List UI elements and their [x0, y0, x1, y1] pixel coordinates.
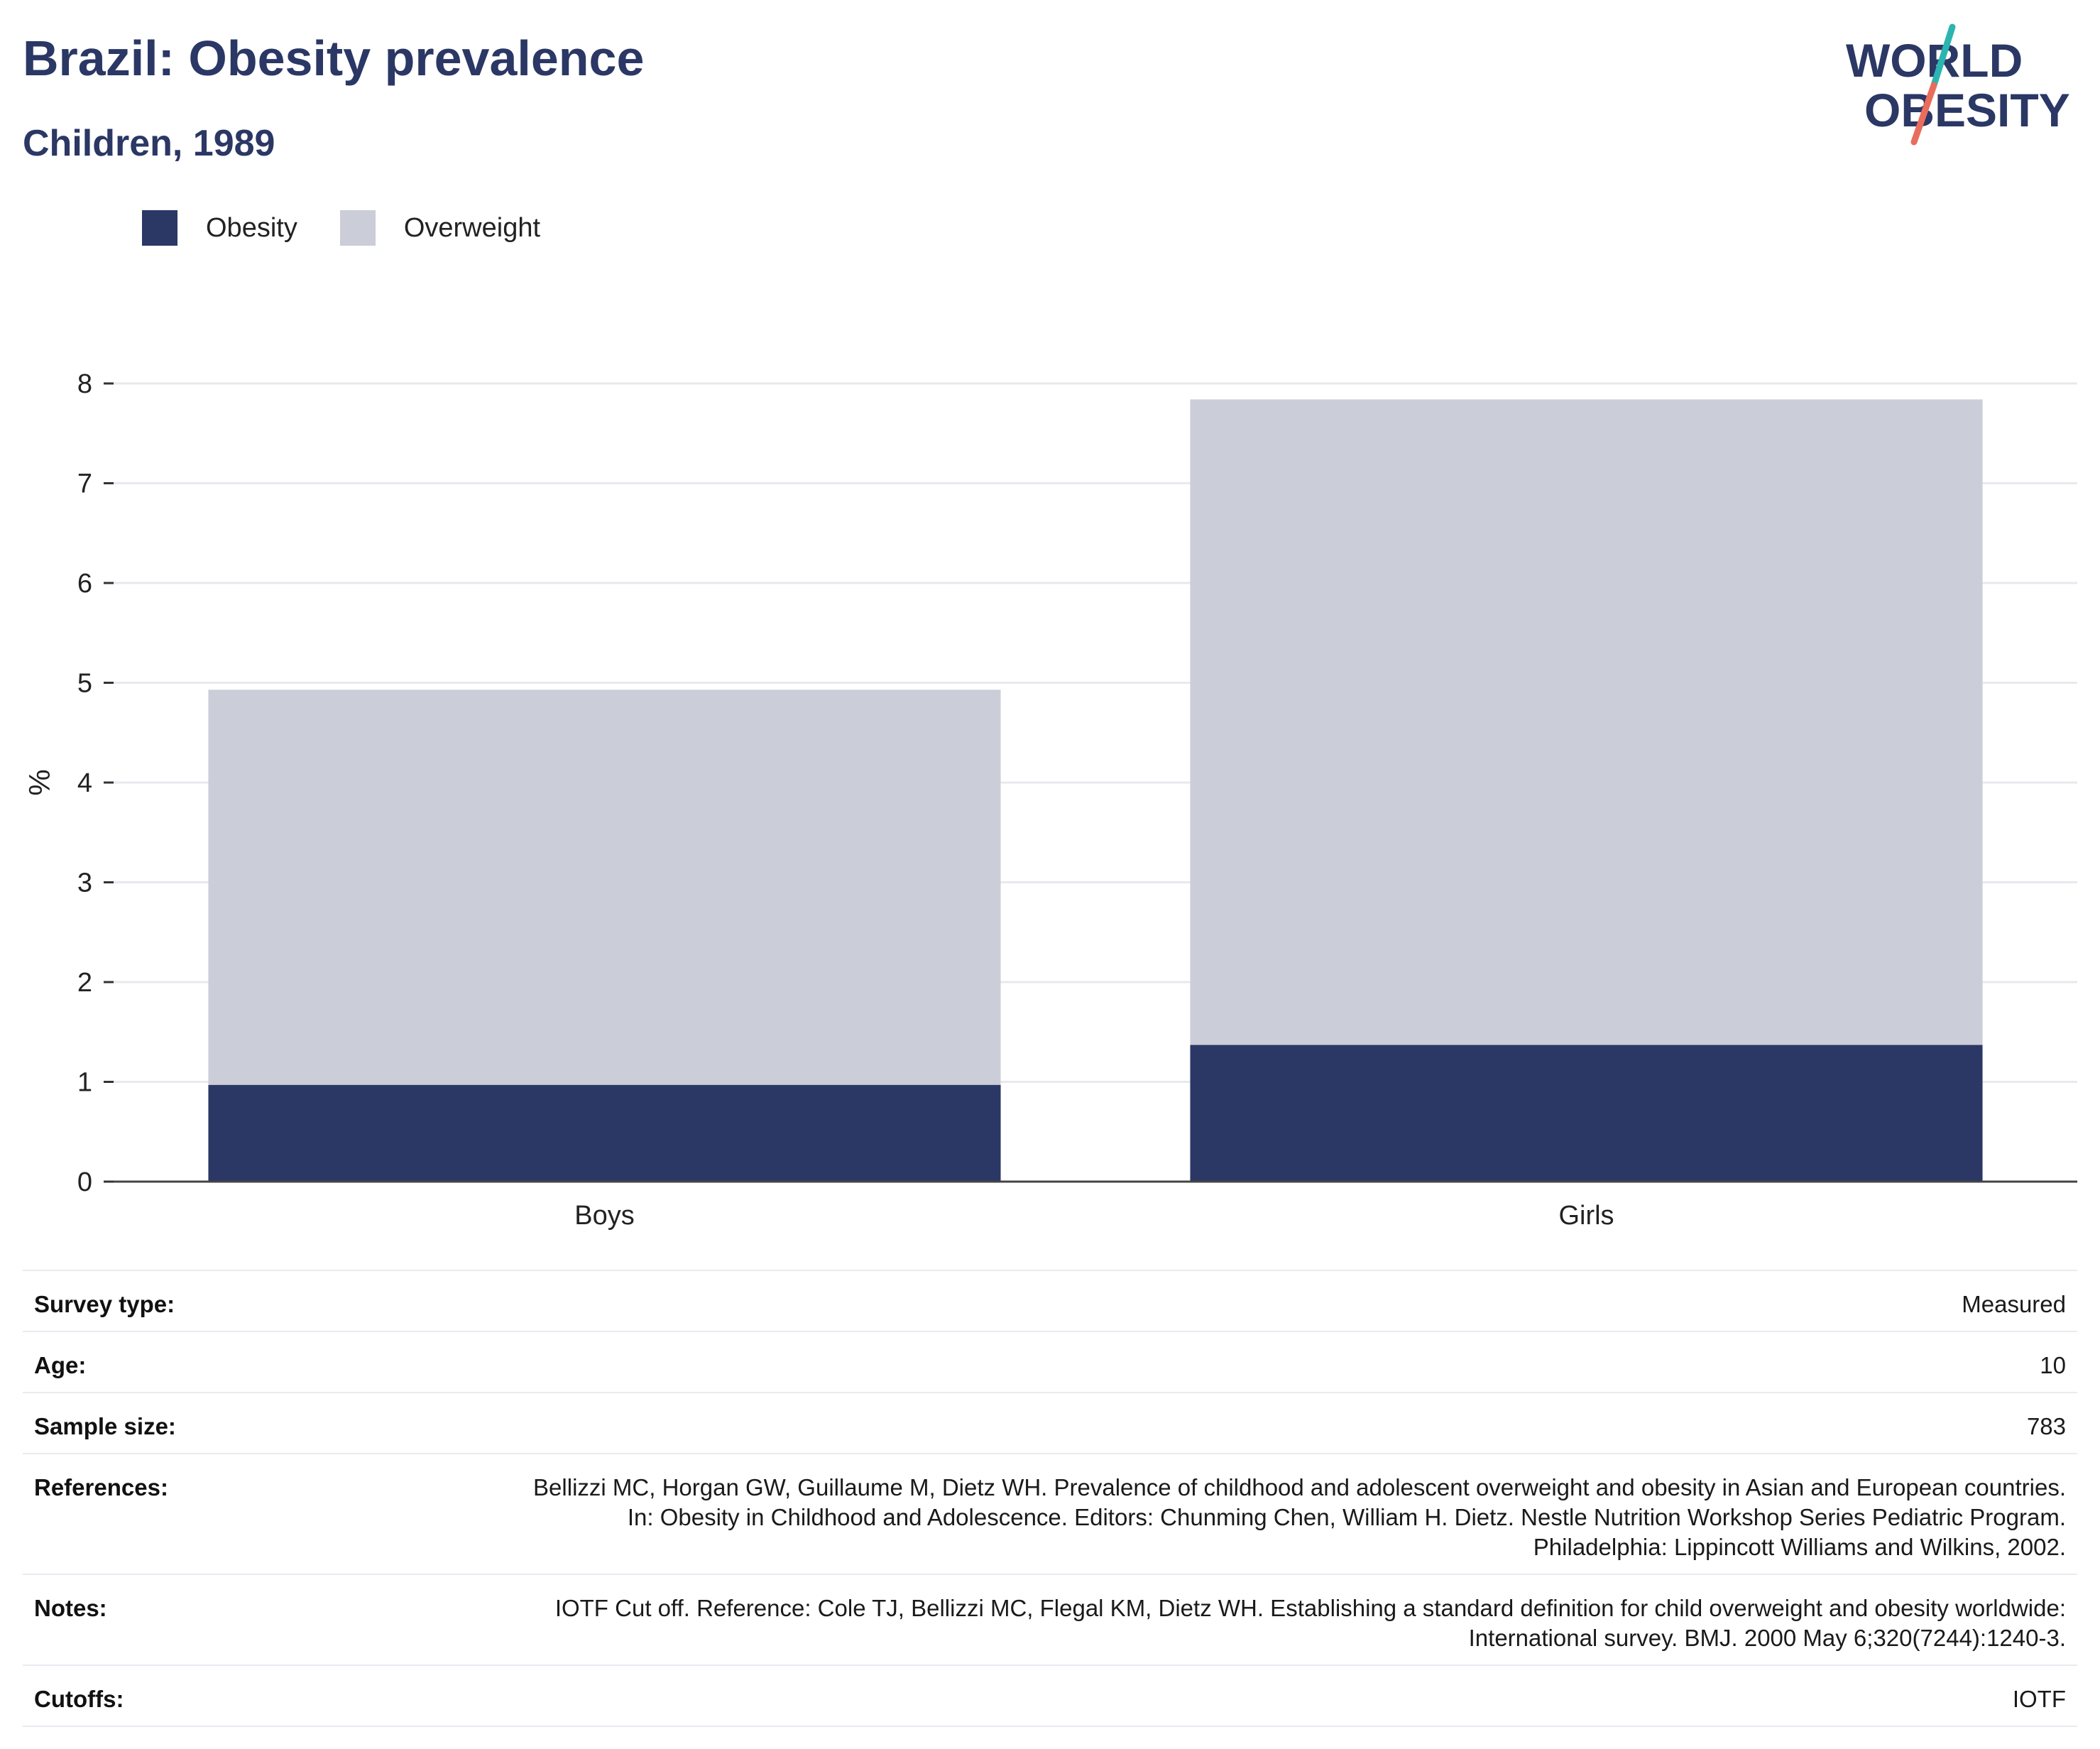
- y-tick-label: 6: [77, 569, 92, 599]
- y-tick-label: 2: [77, 968, 92, 998]
- info-row-notes: Notes: IOTF Cut off. Reference: Cole TJ,…: [23, 1574, 2077, 1665]
- bar-obesity-boys: [208, 1084, 1001, 1182]
- x-tick-label: Girls: [1558, 1201, 1614, 1231]
- info-row-references: References: Bellizzi MC, Horgan GW, Guil…: [23, 1453, 2077, 1574]
- info-value: IOTF: [520, 1664, 2077, 1727]
- logo-slash-coral: [1910, 82, 1937, 146]
- y-tick-label: 5: [77, 669, 92, 699]
- bar-overweight-girls: [1190, 399, 1983, 1045]
- y-tick-label: 7: [77, 469, 92, 499]
- logo-slash-teal: [1930, 23, 1956, 89]
- world-obesity-logo: WORLD OBESITY: [1846, 23, 2070, 146]
- y-tick-label: 3: [77, 868, 92, 898]
- info-row-sample-size: Sample size: 783: [23, 1392, 2077, 1454]
- bar-obesity-girls: [1190, 1045, 1983, 1182]
- chart-legend: Obesity Overweight: [142, 210, 583, 246]
- info-label: Notes:: [23, 1574, 520, 1665]
- info-row-survey-type: Survey type: Measured: [23, 1270, 2077, 1331]
- info-row-cutoffs: Cutoffs: IOTF: [23, 1664, 2077, 1727]
- info-label: Sample size:: [23, 1392, 520, 1454]
- y-tick-label: 8: [77, 369, 92, 399]
- x-tick-label: Boys: [574, 1201, 634, 1231]
- stacked-bar-chart: 0 1 2 3 4 5 6 7 8% Boys Girls: [23, 369, 2077, 1231]
- logo-word-obesity: OBESITY: [1864, 84, 2070, 136]
- legend-swatch-obesity: [142, 210, 177, 246]
- page-subtitle: Children, 1989: [23, 123, 275, 164]
- info-value: Measured: [520, 1270, 2077, 1331]
- info-row-age: Age: 10: [23, 1331, 2077, 1393]
- legend-item-overweight[interactable]: Overweight: [339, 210, 541, 246]
- info-value: Bellizzi MC, Horgan GW, Guillaume M, Die…: [520, 1453, 2077, 1574]
- y-tick-label: 0: [77, 1167, 92, 1197]
- y-tick-label: 4: [77, 768, 92, 798]
- bar-overweight-boys: [208, 690, 1001, 1085]
- y-axis-title: %: [23, 769, 56, 795]
- info-label: Age:: [23, 1331, 520, 1393]
- info-value: IOTF Cut off. Reference: Cole TJ, Belliz…: [520, 1574, 2077, 1665]
- info-label: Survey type:: [23, 1270, 520, 1331]
- info-value: 783: [520, 1392, 2077, 1454]
- info-value: 10: [520, 1331, 2077, 1393]
- legend-swatch-overweight: [339, 210, 376, 246]
- info-label: References:: [23, 1453, 520, 1574]
- y-tick-label: 1: [77, 1068, 92, 1098]
- info-label: Cutoffs:: [23, 1664, 520, 1727]
- legend-item-obesity[interactable]: Obesity: [142, 210, 297, 246]
- survey-info-table: Survey type: Measured Age: 10 Sample siz…: [23, 1270, 2077, 1727]
- legend-label-overweight: Overweight: [403, 212, 541, 243]
- legend-label-obesity: Obesity: [206, 212, 297, 243]
- page-title: Brazil: Obesity prevalence: [23, 31, 645, 86]
